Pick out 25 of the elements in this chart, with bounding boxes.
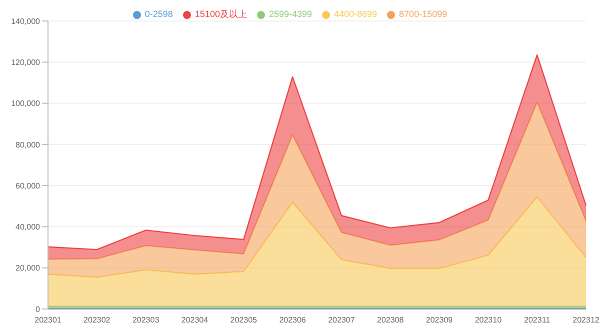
legend-label: 0-2598: [144, 9, 173, 19]
x-tick-label: 202307: [328, 316, 356, 325]
x-tick-label: 202303: [132, 316, 160, 325]
x-tick-label: 202310: [474, 316, 502, 325]
x-tick-label: 202304: [181, 316, 209, 325]
legend-label: 4400-8699: [334, 9, 378, 19]
x-tick-label: 202309: [426, 316, 454, 325]
y-tick-label: 120,000: [11, 58, 41, 67]
x-tick-label: 202306: [279, 316, 306, 325]
x-tick-label: 202302: [84, 316, 111, 325]
y-tick-label: 100,000: [11, 99, 41, 108]
legend-label: 2599-4399: [268, 9, 312, 19]
x-tick-label: 202305: [230, 316, 258, 325]
y-tick-label: 20,000: [16, 264, 41, 273]
y-tick-label: 140,000: [11, 16, 41, 26]
legend-label: 15100及以上: [194, 9, 247, 19]
x-tick-label: 202301: [34, 316, 62, 325]
y-tick-label: 0: [36, 304, 41, 314]
y-tick-label: 60,000: [16, 181, 41, 190]
legend-label: 8700-15099: [399, 9, 448, 19]
y-tick-label: 80,000: [16, 140, 41, 150]
y-tick-label: 40,000: [16, 222, 41, 232]
x-tick-label: 202308: [377, 316, 404, 325]
x-tick-label: 202311: [524, 316, 551, 325]
x-tick-label: 202312: [572, 316, 600, 325]
